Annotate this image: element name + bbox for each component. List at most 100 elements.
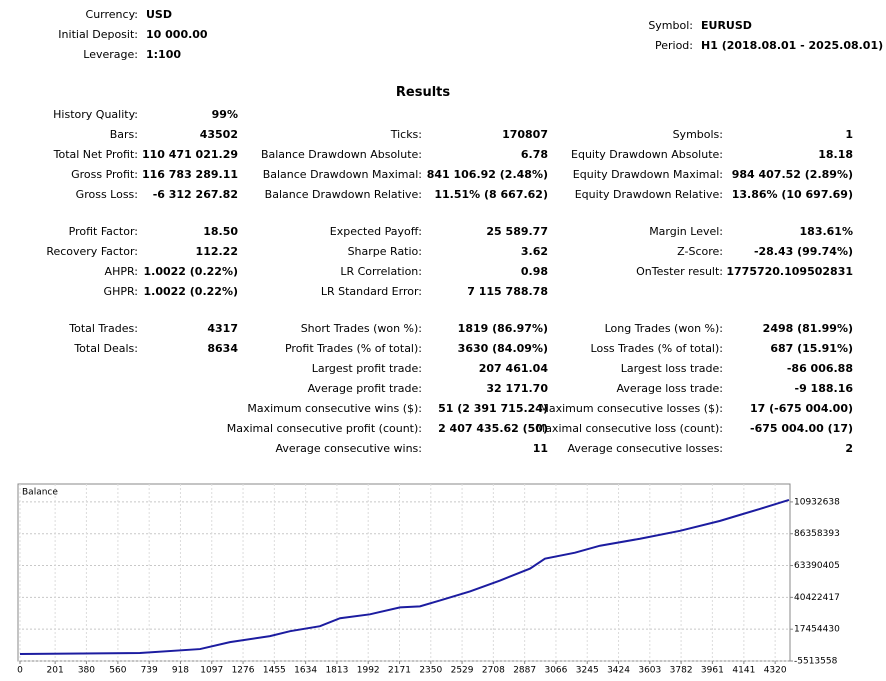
metric-label: Total Deals:: [74, 342, 138, 355]
x-tick-label: 3066: [544, 666, 567, 676]
metric-value: 43502: [199, 128, 238, 141]
metric-value: 170807: [502, 128, 548, 141]
x-tick-label: 4141: [732, 666, 755, 676]
header-label: Initial Deposit:: [58, 28, 138, 41]
header-value: 10 000.00: [146, 28, 208, 41]
metric-value: 13.86% (10 697.69): [731, 188, 853, 201]
x-tick-label: 0: [17, 666, 23, 676]
x-tick-label: 2171: [388, 666, 411, 676]
x-tick-label: 4320: [764, 666, 787, 676]
x-tick-label: 380: [78, 666, 95, 676]
header-label: Currency:: [85, 8, 138, 21]
x-tick-label: 2350: [419, 666, 442, 676]
x-tick-label: 1097: [200, 666, 223, 676]
metric-value: 1819 (86.97%): [457, 322, 548, 335]
x-tick-label: 3603: [638, 666, 661, 676]
metric-label: Total Net Profit:: [53, 148, 138, 161]
metric-value: -6 312 267.82: [152, 188, 238, 201]
metric-value: -9 188.16: [794, 382, 854, 395]
metric-value: 841 106.92 (2.48%): [426, 168, 548, 181]
header-label: Period:: [654, 39, 693, 52]
metric-label: OnTester result:: [636, 265, 723, 278]
x-tick-label: 2887: [513, 666, 536, 676]
metric-value: -675 004.00 (17): [750, 422, 853, 435]
x-tick-label: 2708: [482, 666, 505, 676]
y-tick-label: 40422417: [794, 593, 840, 603]
header-value: USD: [146, 8, 172, 21]
metric-label: Recovery Factor:: [46, 245, 138, 258]
header-label: Symbol:: [648, 19, 693, 32]
metric-value: 3630 (84.09%): [457, 342, 548, 355]
metric-label: Equity Drawdown Maximal:: [572, 168, 723, 181]
x-tick-label: 1813: [325, 666, 348, 676]
metric-value: 7 115 788.78: [467, 285, 548, 298]
header-label: Leverage:: [83, 48, 138, 61]
metric-value: 207 461.04: [478, 362, 548, 375]
x-tick-label: 1455: [263, 666, 286, 676]
x-tick-label: 3782: [670, 666, 693, 676]
x-tick-label: 1992: [357, 666, 380, 676]
metric-value: 183.61%: [799, 225, 853, 238]
metric-value: 11.51% (8 667.62): [434, 188, 548, 201]
y-tick-label: 10932638: [794, 497, 840, 507]
x-tick-label: 1276: [232, 666, 255, 676]
balance-line: [19, 498, 790, 656]
metric-label: History Quality:: [53, 108, 138, 121]
metric-value: 112.22: [195, 245, 238, 258]
metric-value: 687 (15.91%): [770, 342, 853, 355]
chart-title: Balance: [22, 488, 58, 498]
metric-label: Balance Drawdown Relative:: [264, 188, 422, 201]
metric-label: Average profit trade:: [307, 382, 422, 395]
metric-label: Maximum consecutive losses ($):: [539, 402, 723, 415]
metric-label: Balance Drawdown Absolute:: [260, 148, 422, 161]
metric-value: 1775720.109502831: [726, 265, 853, 278]
results-title: Results: [395, 85, 451, 100]
metric-label: Average consecutive wins:: [275, 442, 422, 455]
metric-value: 99%: [211, 108, 238, 121]
metric-label: Gross Loss:: [75, 188, 138, 201]
metric-label: AHPR:: [104, 265, 138, 278]
metric-label: Equity Drawdown Absolute:: [571, 148, 723, 161]
metric-label: Z-Score:: [677, 245, 723, 258]
metric-label: Largest profit trade:: [311, 362, 422, 375]
metric-value: 6.78: [520, 148, 548, 161]
metric-value: 4317: [207, 322, 238, 335]
metric-label: Bars:: [109, 128, 138, 141]
metric-value: 2: [845, 442, 853, 455]
metric-value: 32 171.70: [486, 382, 548, 395]
x-tick-label: 1634: [294, 666, 317, 676]
y-tick-label: 17454430: [794, 625, 840, 635]
metric-value: 984 407.52 (2.89%): [731, 168, 853, 181]
metric-label: Average consecutive losses:: [567, 442, 723, 455]
metric-value: 17 (-675 004.00): [750, 402, 853, 415]
metric-label: Symbols:: [672, 128, 723, 141]
metric-label: Equity Drawdown Relative:: [574, 188, 723, 201]
metric-value: 18.18: [818, 148, 853, 161]
metric-label: Expected Payoff:: [329, 225, 422, 238]
metric-label: Maximal consecutive profit (count):: [226, 422, 422, 435]
metric-value: 1.0022 (0.22%): [143, 285, 239, 298]
metric-label: Average loss trade:: [616, 382, 723, 395]
x-tick-label: 739: [141, 666, 158, 676]
y-tick-label: 86358393: [794, 529, 840, 539]
metric-label: Profit Factor:: [68, 225, 138, 238]
x-tick-label: 3961: [701, 666, 724, 676]
metric-value: 2498 (81.99%): [762, 322, 853, 335]
metric-label: Long Trades (won %):: [604, 322, 723, 335]
x-tick-label: 3245: [576, 666, 599, 676]
metric-value: 25 589.77: [486, 225, 548, 238]
metric-label: Margin Level:: [649, 225, 723, 238]
metric-value: 11: [532, 442, 548, 455]
metric-value: 1: [845, 128, 853, 141]
metric-label: Maximal consecutive loss (count):: [535, 422, 723, 435]
metric-label: Sharpe Ratio:: [347, 245, 422, 258]
metric-value: 110 471 021.29: [141, 148, 238, 161]
metric-value: 0.98: [520, 265, 548, 278]
metric-label: Ticks:: [390, 128, 422, 141]
metric-label: Loss Trades (% of total):: [590, 342, 723, 355]
metric-value: 18.50: [203, 225, 238, 238]
x-tick-label: 560: [109, 666, 126, 676]
metric-value: 3.62: [520, 245, 548, 258]
metric-value: -28.43 (99.74%): [753, 245, 853, 258]
